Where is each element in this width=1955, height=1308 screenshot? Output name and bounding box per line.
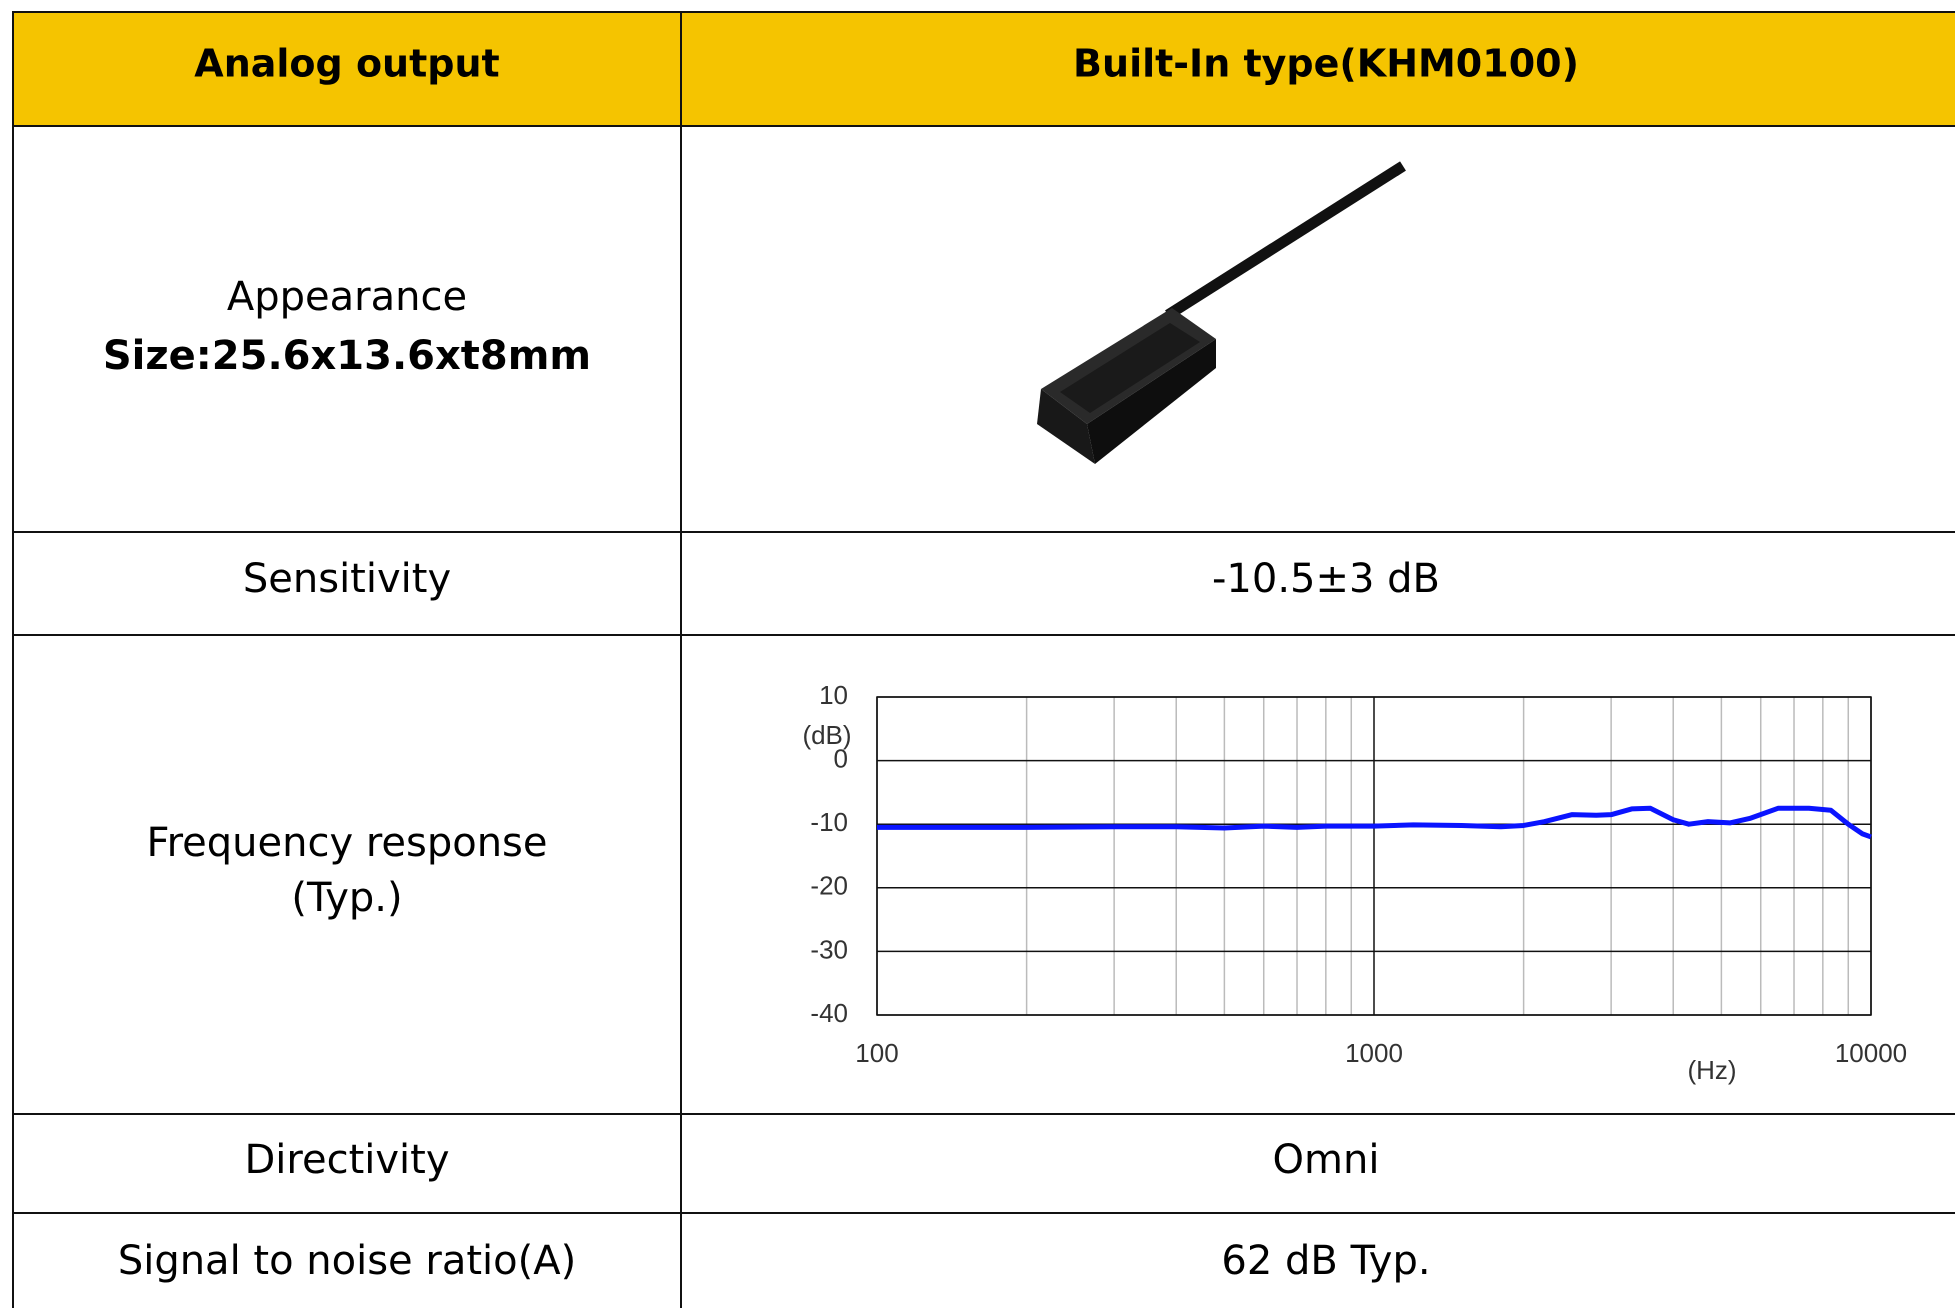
- x-axis-label: (Hz): [1687, 1055, 1736, 1085]
- row-label: Sensitivity: [243, 556, 451, 602]
- table-borders: [12, 12, 1955, 1308]
- row-label: Signal to noise ratio(A): [118, 1238, 576, 1284]
- header-cell: Analog output: [194, 42, 499, 86]
- row-label: Directivity: [244, 1137, 449, 1183]
- row-label: Frequency response: [146, 820, 547, 866]
- row-label: Appearance: [227, 274, 467, 320]
- y-tick-label: 10: [819, 680, 848, 710]
- y-tick-label: -10: [810, 807, 848, 837]
- product-image: [1037, 166, 1403, 464]
- y-tick-label: -20: [810, 871, 848, 901]
- page: Analog output Built-In type(KHM0100) App…: [0, 0, 1955, 1308]
- row-sublabel: Size:25.6x13.6xt8mm: [103, 333, 591, 379]
- row-value: -10.5±3 dB: [1212, 556, 1440, 602]
- x-tick-label: 10000: [1835, 1038, 1907, 1068]
- y-tick-label: 0: [834, 743, 848, 773]
- y-tick-label: -40: [810, 998, 848, 1028]
- header-cell: Built-In type(KHM0100): [1073, 42, 1579, 86]
- y-tick-label: -30: [810, 934, 848, 964]
- row-sublabel: (Typ.): [291, 875, 402, 921]
- row-value: 62 dB Typ.: [1221, 1238, 1430, 1284]
- x-tick-label: 100: [855, 1038, 898, 1068]
- x-tick-label: 1000: [1345, 1038, 1403, 1068]
- row-value: Omni: [1273, 1137, 1380, 1183]
